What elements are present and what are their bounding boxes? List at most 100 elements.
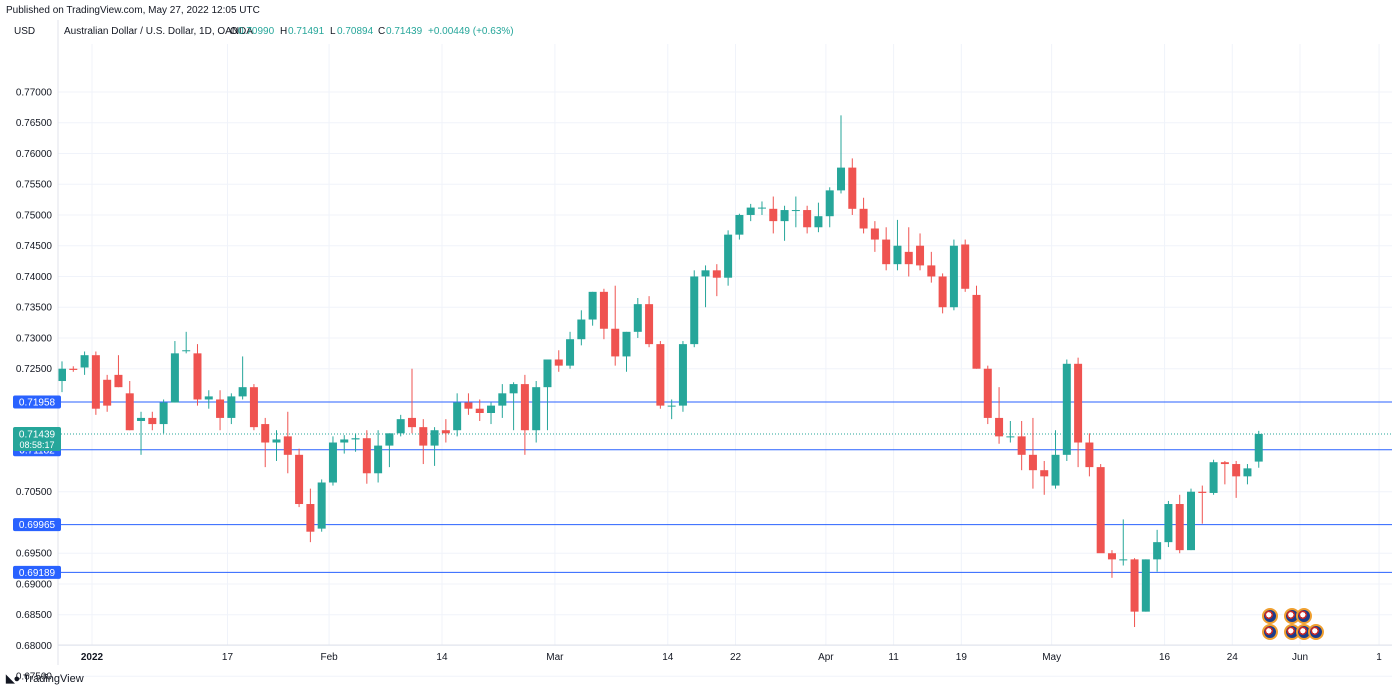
candle-down[interactable] xyxy=(554,350,563,372)
candle-down[interactable] xyxy=(870,221,879,252)
candle-down[interactable] xyxy=(283,411,292,474)
candle-down[interactable] xyxy=(1198,485,1207,524)
candle-up[interactable] xyxy=(735,213,744,240)
candle-up[interactable] xyxy=(1209,459,1218,495)
candle-up[interactable] xyxy=(949,239,958,311)
candle-up[interactable] xyxy=(566,331,575,369)
candle-up[interactable] xyxy=(159,399,168,434)
candle-up[interactable] xyxy=(622,331,631,372)
candle-up[interactable] xyxy=(170,341,179,403)
candle-up[interactable] xyxy=(328,436,337,486)
candle-down[interactable] xyxy=(1085,433,1094,477)
candle-up[interactable] xyxy=(1141,559,1150,612)
candle-down[interactable] xyxy=(848,158,857,215)
candle-up[interactable] xyxy=(791,196,800,228)
candle-down[interactable] xyxy=(1074,357,1083,468)
candle-down[interactable] xyxy=(114,355,123,388)
candle-up[interactable] xyxy=(487,402,496,425)
candle-down[interactable] xyxy=(712,264,721,297)
candle-up[interactable] xyxy=(1187,488,1195,551)
candle-down[interactable] xyxy=(938,273,947,314)
candle-up[interactable] xyxy=(893,219,902,271)
candle-up[interactable] xyxy=(453,393,462,437)
candle-down[interactable] xyxy=(769,196,778,234)
candle-down[interactable] xyxy=(599,288,608,340)
candle-up[interactable] xyxy=(1062,359,1071,461)
candle-up[interactable] xyxy=(374,430,383,483)
candle-up[interactable] xyxy=(724,230,733,286)
tradingview-logo-icon[interactable]: ◣● xyxy=(6,673,20,685)
candle-up[interactable] xyxy=(588,291,597,326)
candle-up[interactable] xyxy=(780,205,789,241)
candle-down[interactable] xyxy=(1232,460,1241,498)
candle-up[interactable] xyxy=(1051,430,1060,489)
candle-down[interactable] xyxy=(193,344,202,406)
candle-down[interactable] xyxy=(103,374,112,412)
candle-down[interactable] xyxy=(927,251,936,283)
candle-down[interactable] xyxy=(961,239,970,292)
candle-up[interactable] xyxy=(340,435,349,454)
candle-down[interactable] xyxy=(261,417,270,468)
economic-events[interactable] xyxy=(1258,606,1328,642)
candle-up[interactable] xyxy=(238,356,247,400)
candle-up[interactable] xyxy=(746,203,755,222)
candle-up[interactable] xyxy=(1006,420,1015,443)
candle-down[interactable] xyxy=(645,296,654,348)
candle-up[interactable] xyxy=(396,414,405,437)
candle-up[interactable] xyxy=(825,187,834,228)
candle-down[interactable] xyxy=(803,205,812,234)
candle-up[interactable] xyxy=(837,115,846,194)
candle-down[interactable] xyxy=(995,387,1004,444)
candle-up[interactable] xyxy=(1119,519,1128,566)
candle-up[interactable] xyxy=(351,433,360,452)
candle-down[interactable] xyxy=(916,233,925,271)
candle-up[interactable] xyxy=(227,393,236,425)
candle-up[interactable] xyxy=(690,270,699,348)
candle-down[interactable] xyxy=(656,341,665,409)
candle-down[interactable] xyxy=(295,448,304,508)
candle-up[interactable] xyxy=(204,390,213,409)
candle-up[interactable] xyxy=(1153,529,1162,572)
candle-down[interactable] xyxy=(464,393,473,415)
event-flag-icon[interactable] xyxy=(1296,608,1312,624)
candle-up[interactable] xyxy=(182,331,191,354)
candle-up[interactable] xyxy=(317,479,326,532)
candle-down[interactable] xyxy=(1028,417,1037,489)
candle-down[interactable] xyxy=(249,384,258,431)
candle-down[interactable] xyxy=(1107,550,1116,578)
candle-down[interactable] xyxy=(1017,420,1026,471)
candle-down[interactable] xyxy=(475,399,484,421)
candle-down[interactable] xyxy=(1220,460,1229,485)
candle-down[interactable] xyxy=(362,430,371,484)
candle-up[interactable] xyxy=(814,202,823,233)
candle-up[interactable] xyxy=(137,411,146,455)
candle-down[interactable] xyxy=(91,351,100,415)
candle-up[interactable] xyxy=(80,351,89,375)
candle-up[interactable] xyxy=(757,201,766,215)
candle-up[interactable] xyxy=(543,359,552,431)
candle-down[interactable] xyxy=(1130,558,1139,628)
candle-up[interactable] xyxy=(678,341,687,412)
candle-up[interactable] xyxy=(633,297,642,338)
candle-down[interactable] xyxy=(148,411,157,431)
candle-up[interactable] xyxy=(701,265,710,308)
candle-down[interactable] xyxy=(216,390,225,431)
candle-down[interactable] xyxy=(1175,494,1184,554)
symbol-legend[interactable]: Australian Dollar / U.S. Dollar, 1D, OAN… xyxy=(64,26,514,37)
brand-name[interactable]: TradingView xyxy=(23,672,84,685)
candle-down[interactable] xyxy=(419,419,428,465)
candle-up[interactable] xyxy=(1164,500,1173,548)
candle-up[interactable] xyxy=(430,427,439,466)
candle-up[interactable] xyxy=(1243,464,1252,485)
candle-down[interactable] xyxy=(882,227,891,271)
event-flag-icon[interactable] xyxy=(1262,608,1278,624)
candle-up[interactable] xyxy=(385,433,394,468)
candle-down[interactable] xyxy=(611,285,620,366)
candle-down[interactable] xyxy=(69,366,78,372)
candle-down[interactable] xyxy=(972,285,981,369)
candle-up[interactable] xyxy=(532,381,541,443)
candle-up[interactable] xyxy=(577,310,586,346)
candle-down[interactable] xyxy=(859,197,868,234)
candle-down[interactable] xyxy=(441,419,450,443)
